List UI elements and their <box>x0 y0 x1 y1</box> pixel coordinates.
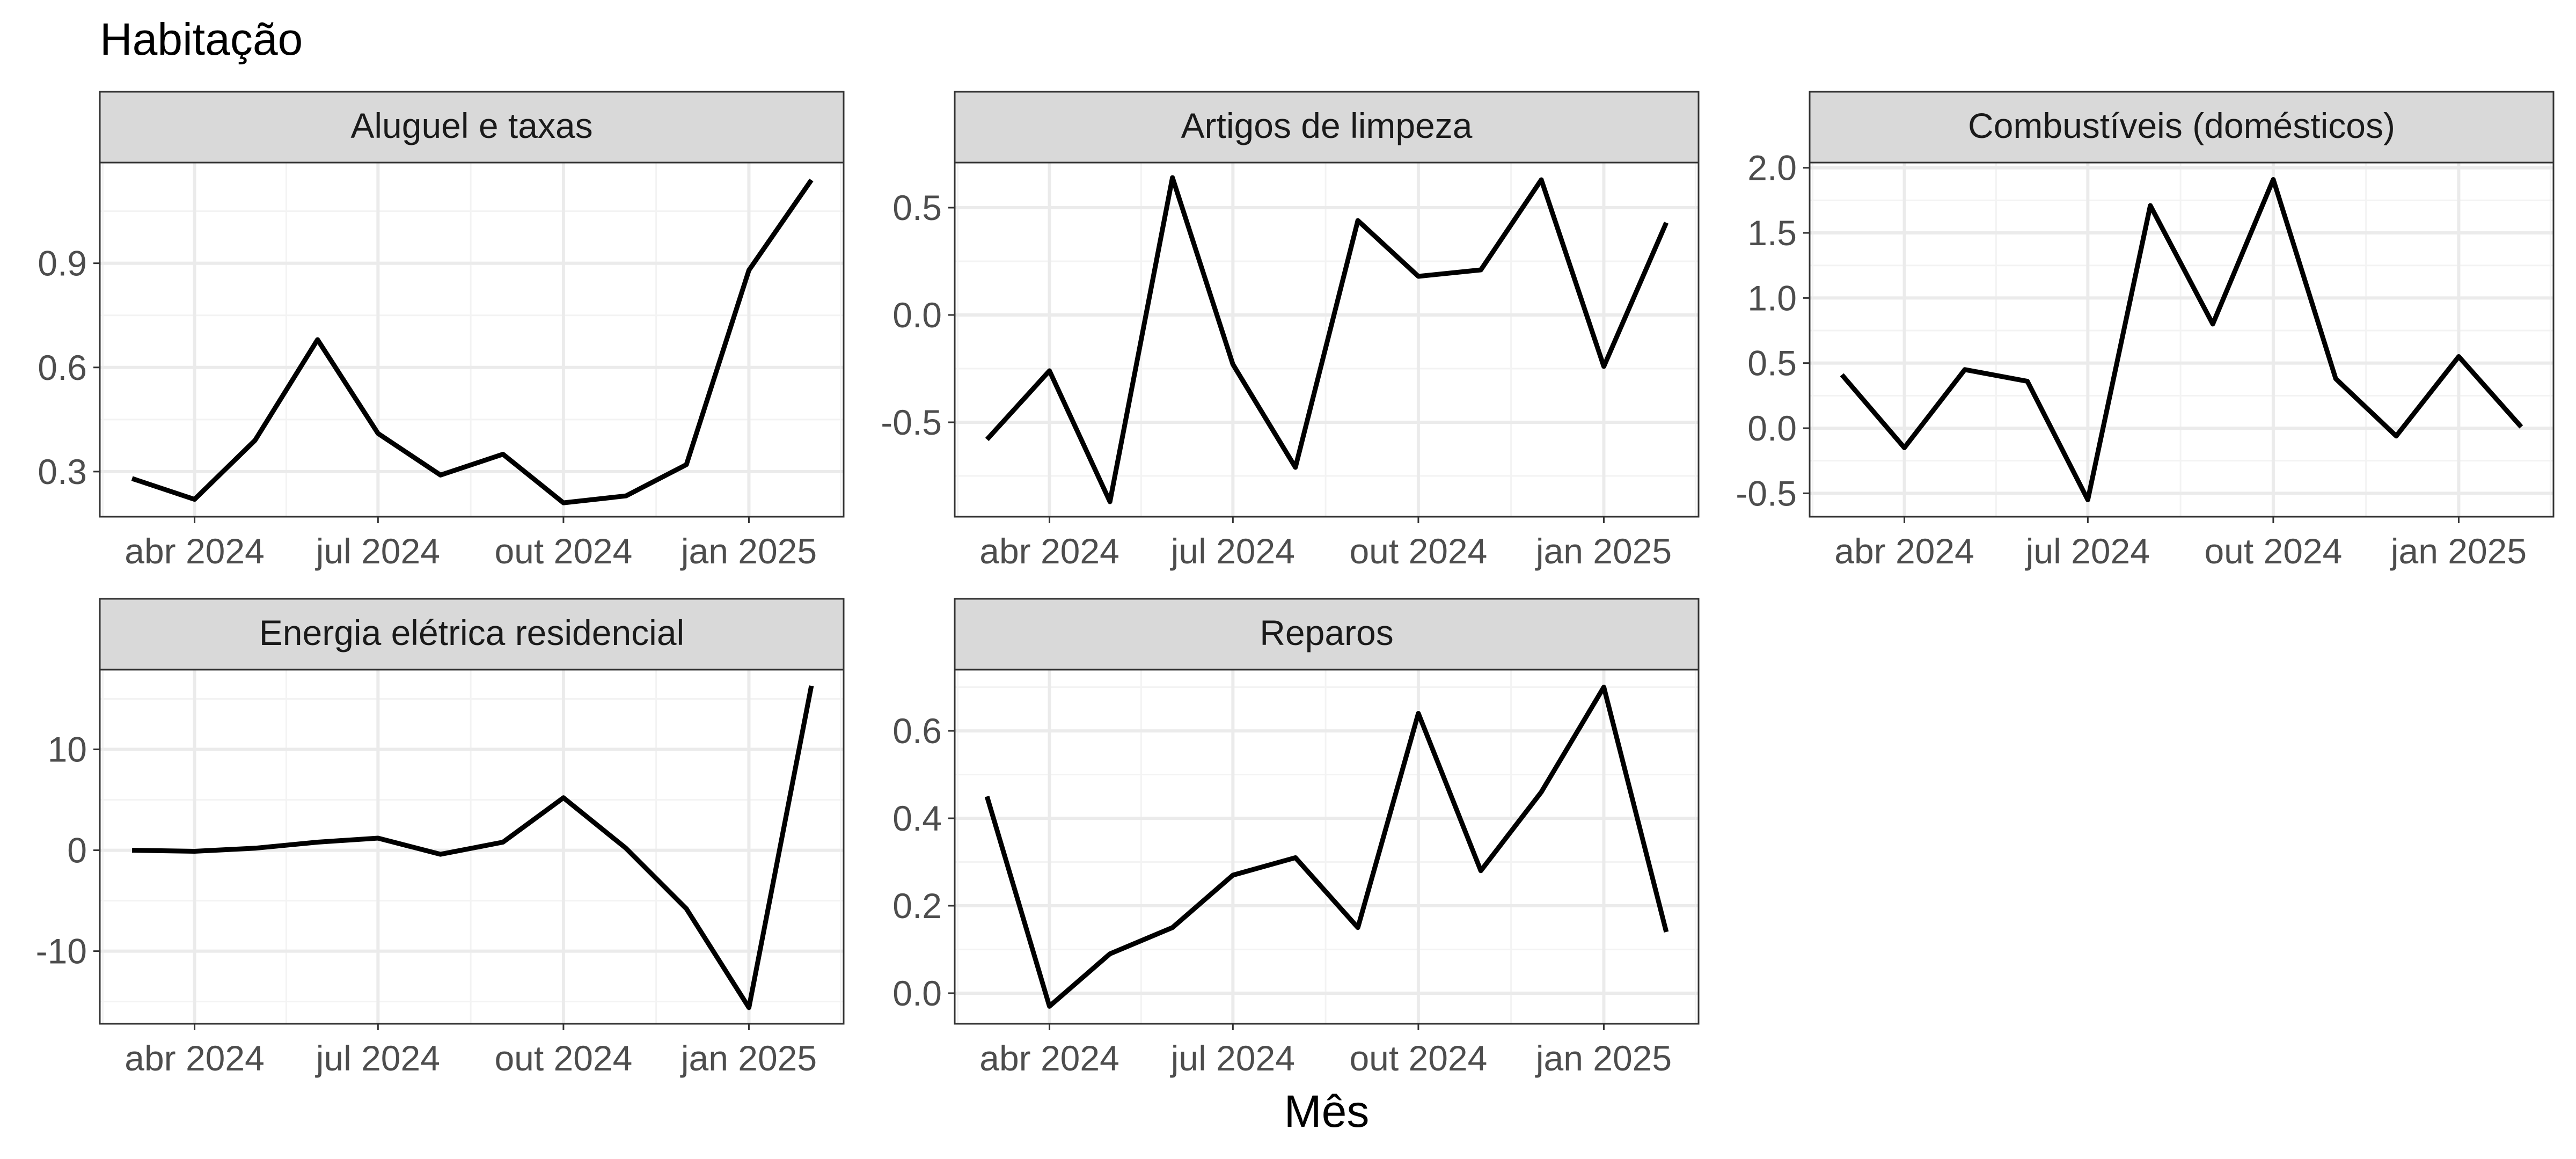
x-tick-label: jan 2025 <box>1535 1038 1672 1078</box>
series-line <box>985 175 1669 504</box>
y-tick-label: 0.5 <box>892 188 942 228</box>
y-tick-label: 2.0 <box>1747 148 1797 188</box>
y-tick-label: 0.0 <box>1747 408 1797 448</box>
y-tick-label: 0.6 <box>892 711 942 751</box>
facet-panels: Aluguel e taxas 0.3 0.6 0.9 abr 2024 jul 2024… <box>36 91 2555 1078</box>
y-tick-label: -10 <box>36 931 87 971</box>
panel-border <box>954 669 1700 1025</box>
x-tick-label: jan 2025 <box>1535 531 1672 571</box>
x-tick-label: abr 2024 <box>125 531 265 571</box>
series-line <box>984 685 1669 1009</box>
y-tick-label: -0.5 <box>1736 473 1797 513</box>
facet-strip <box>99 91 845 164</box>
facet-strip <box>99 598 845 671</box>
facet-strip-label: Combustíveis (domésticos) <box>1968 106 2395 145</box>
facet-strip <box>954 598 1700 671</box>
x-tick-label: out 2024 <box>494 531 632 571</box>
x-tick-label: jan 2025 <box>680 531 817 571</box>
x-tick-label: out 2024 <box>1349 531 1487 571</box>
panel-background <box>1810 163 2553 517</box>
x-tick-label: abr 2024 <box>979 531 1119 571</box>
facet-strip-label: Aluguel e taxas <box>350 106 592 145</box>
facet-strip <box>954 91 1700 164</box>
x-tick-label: jul 2024 <box>1170 1038 1295 1078</box>
series-line <box>132 685 814 1010</box>
y-tick-label: 1.0 <box>1747 278 1797 318</box>
panel-background <box>955 670 1699 1024</box>
panel-border <box>954 162 1700 518</box>
facet-strip-label: Energia elétrica residencial <box>259 613 684 652</box>
facet-strip-label: Artigos de limpeza <box>1181 106 1473 145</box>
panel-background <box>100 163 844 517</box>
x-tick-label: jul 2024 <box>315 1038 440 1078</box>
x-tick-label: out 2024 <box>1349 1038 1487 1078</box>
x-tick-label: jul 2024 <box>315 531 440 571</box>
x-tick-label: out 2024 <box>2204 531 2342 571</box>
y-tick-label: 0.0 <box>892 295 942 335</box>
y-tick-label: 0.5 <box>1747 343 1797 383</box>
x-tick-label: jul 2024 <box>2025 531 2150 571</box>
x-tick-label: abr 2024 <box>979 1038 1119 1078</box>
y-tick-label: 1.5 <box>1747 213 1797 253</box>
panel-border <box>1809 162 2555 518</box>
y-tick-label: 10 <box>48 730 87 769</box>
facet-strip <box>1809 91 2555 164</box>
facet-panel: Aluguel e taxas 0.3 0.6 0.9 abr 2024 jul 2024… <box>38 91 845 571</box>
panel-border <box>99 162 845 518</box>
x-tick-label: jan 2025 <box>680 1038 817 1078</box>
facet-strip-label: Reparos <box>1260 613 1393 652</box>
series-line <box>1840 177 2523 502</box>
y-tick-label: 0.0 <box>892 973 942 1013</box>
facet-panel: Reparos 0.0 0.2 0.4 0.6 abr 2024 jul 2024 out 2… <box>892 598 1700 1078</box>
y-tick-label: 0.2 <box>892 886 942 926</box>
y-tick-label: 0.9 <box>38 244 87 283</box>
x-tick-label: abr 2024 <box>125 1038 265 1078</box>
panel-border <box>99 669 845 1025</box>
x-tick-label: jan 2025 <box>2390 531 2527 571</box>
y-tick-label: 0.6 <box>38 348 87 387</box>
chart-title: Habitação <box>100 14 303 64</box>
y-tick-label: -0.5 <box>881 402 942 442</box>
facet-panel: Artigos de limpeza -0.5 0.0 0.5 abr 2024 jul … <box>881 91 1700 571</box>
series-line <box>131 178 814 505</box>
x-tick-label: jul 2024 <box>1170 531 1295 571</box>
x-tick-label: out 2024 <box>494 1038 632 1078</box>
x-tick-label: abr 2024 <box>1834 531 1974 571</box>
y-tick-label: 0.4 <box>892 798 942 838</box>
y-tick-label: 0 <box>67 831 87 870</box>
facet-panel: Combustíveis (domésticos) -0.5 0.0 0.5 1.0 1.… <box>1736 91 2555 571</box>
x-axis-label: Mês <box>1284 1086 1370 1136</box>
facet-panel: Energia elétrica residencial -10 0 10 abr 20… <box>36 598 845 1078</box>
y-tick-label: 0.3 <box>38 452 87 492</box>
